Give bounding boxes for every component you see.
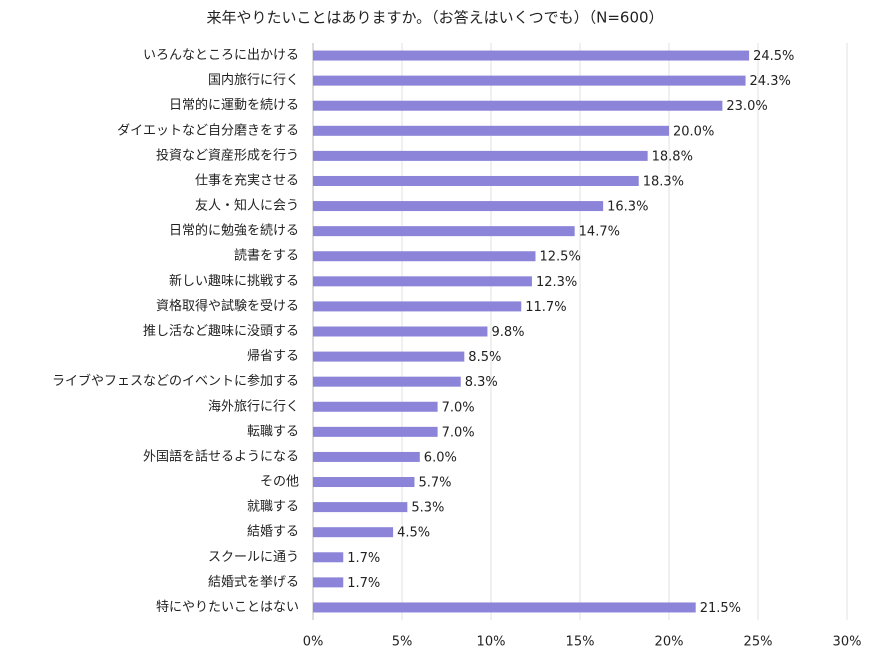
bar — [313, 326, 488, 337]
bar — [313, 150, 648, 161]
y-tick-label: 結婚式を挙げる — [208, 575, 299, 590]
value-label: 21.5% — [700, 601, 741, 616]
y-tick-label: 結婚する — [247, 525, 299, 540]
value-label: 4.5% — [397, 526, 430, 541]
value-label: 5.7% — [418, 476, 451, 491]
value-label: 23.0% — [726, 99, 767, 114]
bar — [313, 401, 438, 412]
y-tick-label: 国内旅行に行く — [208, 72, 299, 88]
value-label: 18.3% — [643, 174, 684, 189]
y-tick-label: ライブやフェスなどのイベントに参加する — [52, 373, 299, 389]
y-tick-label: 投資など資産形成を行う — [156, 147, 299, 163]
bar — [313, 502, 408, 513]
x-tick-label: 20% — [655, 635, 684, 650]
bar — [313, 577, 344, 588]
y-tick-label: 友人・知人に会う — [195, 198, 299, 214]
bar — [313, 376, 461, 387]
bar — [313, 251, 536, 262]
bar — [313, 602, 696, 613]
y-tick-label: 推し活など趣味に没頭する — [143, 324, 299, 339]
value-label: 9.8% — [491, 325, 524, 340]
value-label: 20.0% — [673, 124, 714, 139]
bar — [313, 527, 394, 538]
value-label: 12.5% — [540, 250, 581, 265]
value-label: 18.8% — [652, 149, 693, 164]
x-tick-label: 25% — [744, 635, 773, 650]
bar — [313, 201, 604, 212]
y-tick-label: 読書をする — [234, 248, 299, 264]
bar — [313, 276, 532, 287]
bar — [313, 351, 465, 362]
bar — [313, 477, 415, 488]
y-tick-label: いろんなところに出かける — [143, 48, 299, 63]
y-tick-label: 転職する — [247, 424, 299, 439]
value-label: 8.5% — [468, 350, 501, 365]
value-label: 24.3% — [750, 74, 791, 89]
chart-title: 来年やりたいことはありますか。（お答えはいくつでも）（N=600） — [206, 9, 663, 27]
x-tick-label: 5% — [392, 635, 413, 650]
bar — [313, 226, 575, 237]
y-tick-label: 資格取得や試験を受ける — [156, 298, 299, 314]
bar — [313, 100, 723, 111]
y-tick-label: 就職する — [247, 500, 299, 515]
x-tick-label: 10% — [477, 635, 506, 650]
x-tick-label: 15% — [566, 635, 595, 650]
y-tick-label: ダイエットなど自分磨きをする — [117, 123, 299, 138]
value-label: 7.0% — [442, 400, 475, 415]
value-label: 11.7% — [525, 300, 566, 315]
y-tick-label: スクールに通う — [208, 550, 299, 565]
y-tick-label: 仕事を充実させる — [195, 172, 299, 188]
value-label: 1.7% — [347, 576, 380, 591]
y-tick-label: 外国語を話せるようになる — [143, 448, 299, 464]
value-label: 1.7% — [347, 551, 380, 566]
x-tick-label: 0% — [303, 635, 324, 650]
bar — [313, 426, 438, 437]
bar — [313, 552, 344, 563]
value-label: 7.0% — [442, 425, 475, 440]
bar — [313, 175, 639, 186]
y-tick-label: 特にやりたいことはない — [156, 600, 299, 615]
y-tick-label: 日常的に勉強を続ける — [169, 223, 299, 239]
value-label: 24.5% — [753, 49, 794, 64]
y-tick-label: 新しい趣味に挑戦する — [169, 273, 299, 289]
value-label: 6.0% — [424, 450, 457, 465]
value-label: 12.3% — [536, 275, 577, 290]
y-tick-label: 帰省する — [247, 348, 299, 364]
bar — [313, 301, 522, 312]
bar — [313, 125, 669, 136]
y-tick-label: 海外旅行に行く — [208, 399, 299, 414]
value-label: 16.3% — [607, 200, 648, 215]
value-label: 8.3% — [465, 375, 498, 390]
x-tick-label: 30% — [833, 635, 862, 650]
value-label: 5.3% — [411, 501, 444, 516]
bar — [313, 75, 746, 86]
bar — [313, 451, 420, 462]
value-label: 14.7% — [579, 225, 620, 240]
y-tick-label: 日常的に運動を続ける — [169, 97, 299, 113]
y-tick-label: その他 — [260, 475, 299, 490]
bar — [313, 50, 750, 61]
